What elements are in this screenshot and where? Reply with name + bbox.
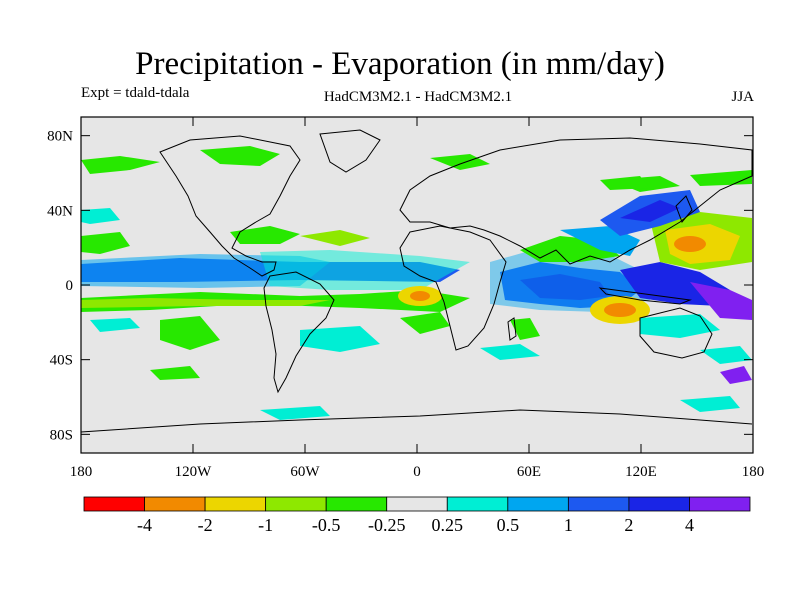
field-patch	[490, 248, 650, 312]
lon-tick-label: 180	[70, 464, 93, 480]
field-patch	[600, 176, 650, 190]
field-patch	[604, 303, 636, 317]
field-patch	[300, 326, 380, 352]
field-patch	[620, 200, 680, 222]
colorbar-label: -4	[137, 515, 152, 535]
colorbar-label: -1	[258, 515, 273, 535]
coastlines	[80, 129, 753, 433]
field-patch	[81, 156, 160, 174]
lon-tick-label: 0	[413, 464, 421, 480]
field-patch	[81, 208, 120, 224]
colorbar-swatch	[567, 496, 630, 512]
field-patch	[150, 366, 200, 380]
lon-tick-label: 60E	[517, 464, 541, 480]
field-patch	[430, 154, 490, 170]
field-patch	[700, 346, 752, 364]
field-patch	[510, 318, 540, 340]
lat-tick-label: 40N	[47, 203, 73, 219]
colorbar-swatch	[386, 496, 448, 512]
colorbar-label: 2	[624, 515, 633, 535]
colorbar-label: 0.25	[432, 515, 464, 535]
lon-tick-label: 120E	[625, 464, 657, 480]
colorbar-swatch	[204, 496, 267, 512]
coastline-australia	[639, 307, 713, 359]
field-patch	[640, 314, 720, 338]
colorbar-swatch	[265, 496, 327, 512]
coastline-north-america	[159, 135, 301, 277]
field-patch	[410, 291, 430, 301]
field-patch	[520, 274, 610, 300]
colorbar-label: -2	[198, 515, 213, 535]
coastline-madagascar	[507, 317, 517, 341]
colorbar-swatch	[507, 496, 569, 512]
colorbar-label: -0.5	[312, 515, 341, 535]
model-label: HadCM3M2.1 - HadCM3M2.1	[323, 89, 513, 105]
axis-ticks: 180 120W 60W 0 60E 120E 180 80N 40N 0 40S 80S	[47, 117, 764, 480]
field-patch	[720, 366, 752, 384]
lon-tick-label: 60W	[290, 464, 320, 480]
lat-tick-label: 80N	[47, 129, 73, 145]
colorbar-swatch	[446, 496, 509, 512]
field-patch	[81, 232, 130, 254]
colorbar-swatch	[83, 496, 145, 512]
field-patch	[230, 226, 300, 244]
field-patch	[690, 170, 752, 186]
field-patch	[81, 298, 330, 308]
colorbar-label: -0.25	[368, 515, 406, 535]
field-patch	[160, 316, 220, 350]
field-patch	[680, 396, 740, 412]
field-patch	[90, 318, 140, 332]
coastline-greenland	[319, 129, 381, 173]
coastline-indonesia	[598, 287, 692, 305]
colorbar-label: 4	[685, 515, 694, 535]
lon-tick-label: 180	[742, 464, 765, 480]
colorbar-label: 0.5	[497, 515, 520, 535]
colorbar-swatch	[144, 496, 206, 512]
coastline-japan	[675, 195, 693, 223]
field-patch	[400, 312, 450, 334]
field-patch	[260, 406, 330, 420]
coastline-antarctica	[80, 409, 753, 433]
field-patch	[674, 236, 706, 252]
field-patch	[480, 344, 540, 360]
colorbar-swatch	[689, 496, 751, 512]
season-label: JJA	[731, 89, 754, 105]
colorbar-swatch	[628, 496, 690, 512]
colorbar-swatch	[325, 496, 388, 512]
field-patch	[300, 230, 370, 246]
lat-tick-label: 80S	[50, 427, 73, 443]
colorbar: -4 -2 -1 -0.5 -0.25 0.25 0.5 1 2 4	[83, 496, 751, 535]
coastline-south-america	[263, 271, 335, 394]
coastline-eurasia	[399, 137, 753, 265]
field-patch	[690, 282, 752, 320]
experiment-label: Expt = tdald-tdala	[81, 85, 190, 101]
field-patch	[200, 146, 280, 166]
lon-tick-label: 120W	[175, 464, 213, 480]
lat-tick-label: 0	[66, 278, 74, 294]
colorbar-label: 1	[564, 515, 573, 535]
lat-tick-label: 40S	[50, 353, 73, 369]
map-title: Precipitation - Evaporation (in mm/day)	[135, 46, 665, 82]
coastline-africa	[399, 225, 507, 351]
